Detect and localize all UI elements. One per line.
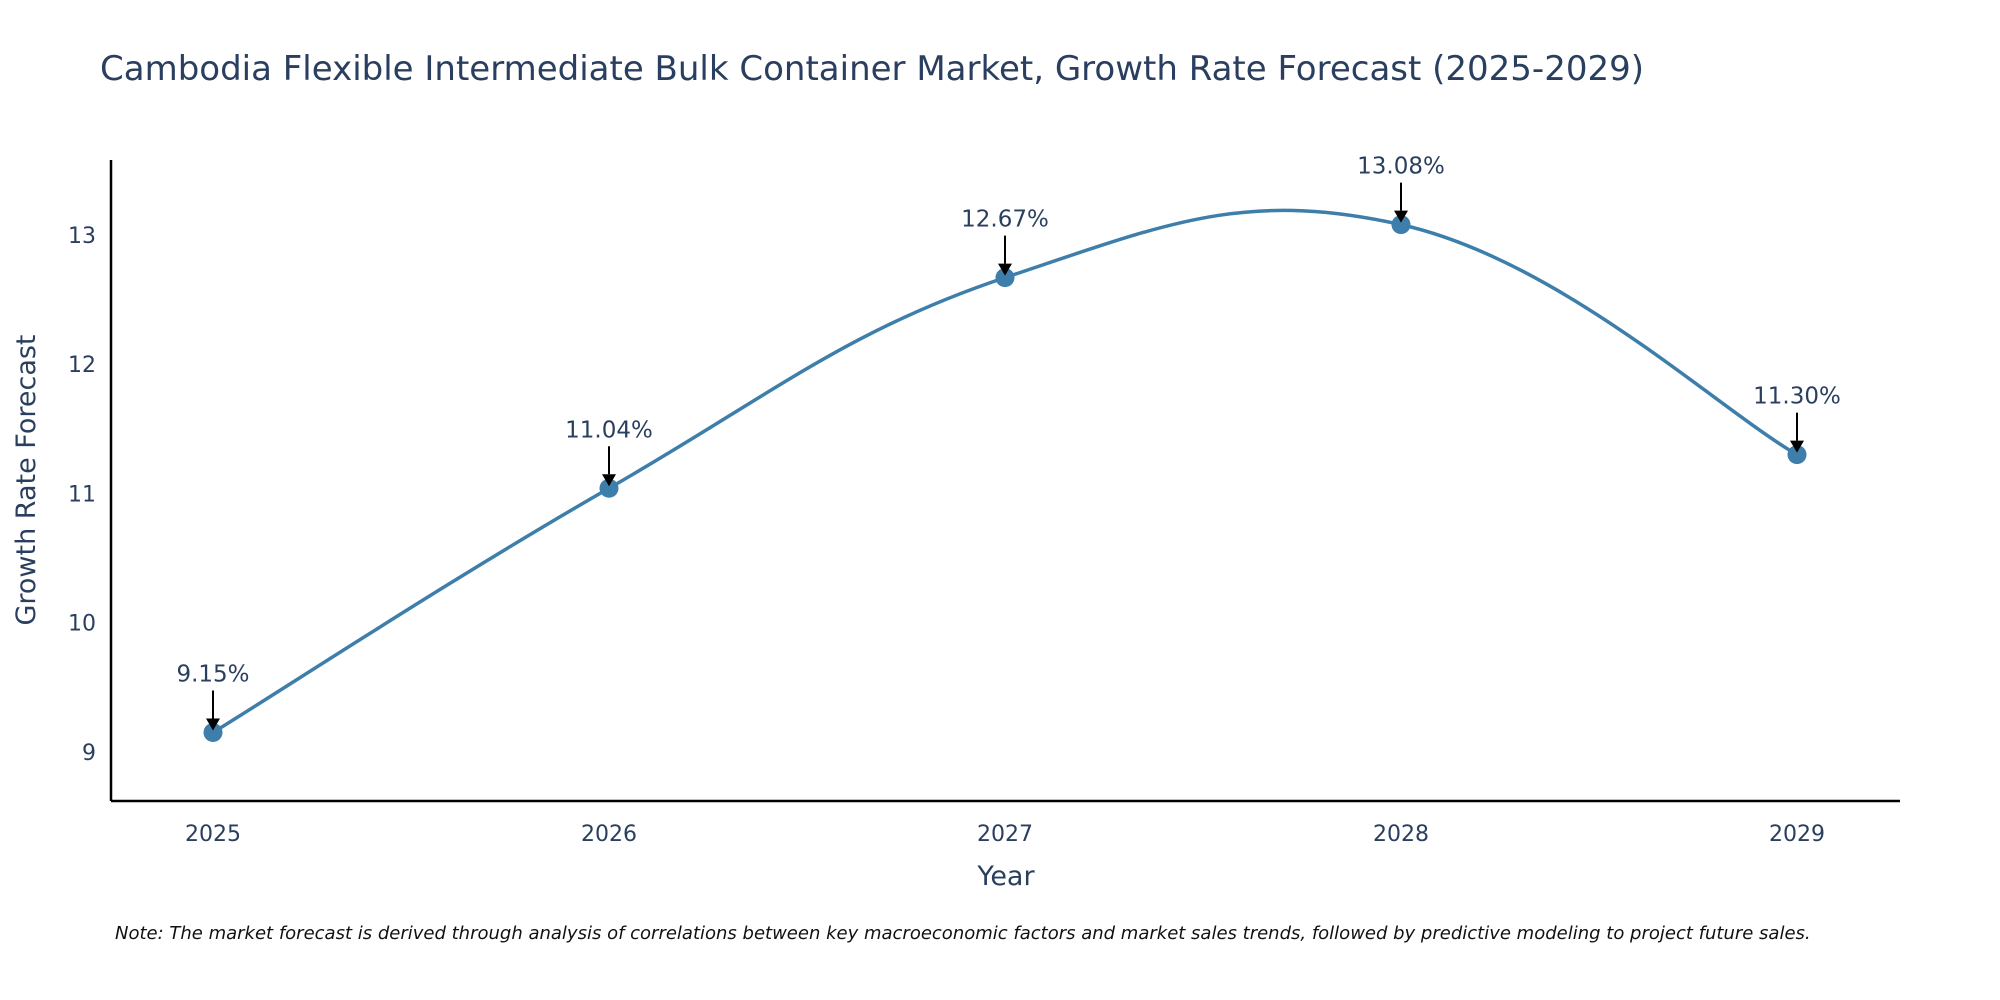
- annotations: 9.15% 11.04% 12.67% 13.08% 11.30%: [176, 154, 1841, 731]
- series-line: [211, 208, 1799, 735]
- x-tick-label: 2025: [185, 822, 241, 847]
- footnote: Note: The market forecast is derived thr…: [115, 923, 1811, 944]
- annotation-arrow-head: [602, 474, 616, 487]
- x-ticks: 2025 2026 2027 2028 2029: [185, 822, 1825, 847]
- data-point: [203, 723, 223, 743]
- x-axis-title: Year: [976, 861, 1035, 892]
- x-tick-label: 2027: [977, 822, 1033, 847]
- y-tick-label: 12: [68, 353, 96, 378]
- annotation-arrow-head: [1394, 210, 1408, 223]
- y-tick-label: 11: [68, 482, 96, 507]
- annotation-arrow-head: [1790, 440, 1804, 453]
- data-point: [995, 268, 1015, 288]
- x-tick-label: 2029: [1769, 822, 1825, 847]
- y-tick-label: 9: [82, 741, 96, 766]
- y-axis-title: Growth Rate Forecast: [11, 334, 42, 625]
- data-label: 12.67%: [961, 207, 1049, 233]
- data-point: [599, 478, 619, 498]
- data-label: 11.04%: [565, 417, 653, 443]
- data-label: 11.30%: [1753, 384, 1841, 410]
- y-tick-label: 10: [68, 612, 96, 637]
- data-point: [1391, 215, 1411, 235]
- annotation-arrow-head: [998, 263, 1012, 276]
- x-tick-label: 2026: [581, 822, 637, 847]
- y-tick-label: 13: [68, 224, 96, 249]
- markers: [203, 215, 1807, 743]
- data-point: [1787, 445, 1807, 465]
- data-label: 9.15%: [176, 662, 249, 688]
- axes: [109, 160, 1900, 803]
- chart-title: Cambodia Flexible Intermediate Bulk Cont…: [100, 49, 1644, 89]
- annotation-arrow-head: [206, 718, 220, 731]
- y-ticks: 9 10 11 12 13: [68, 224, 96, 766]
- x-tick-label: 2028: [1373, 822, 1429, 847]
- data-label: 13.08%: [1357, 154, 1445, 180]
